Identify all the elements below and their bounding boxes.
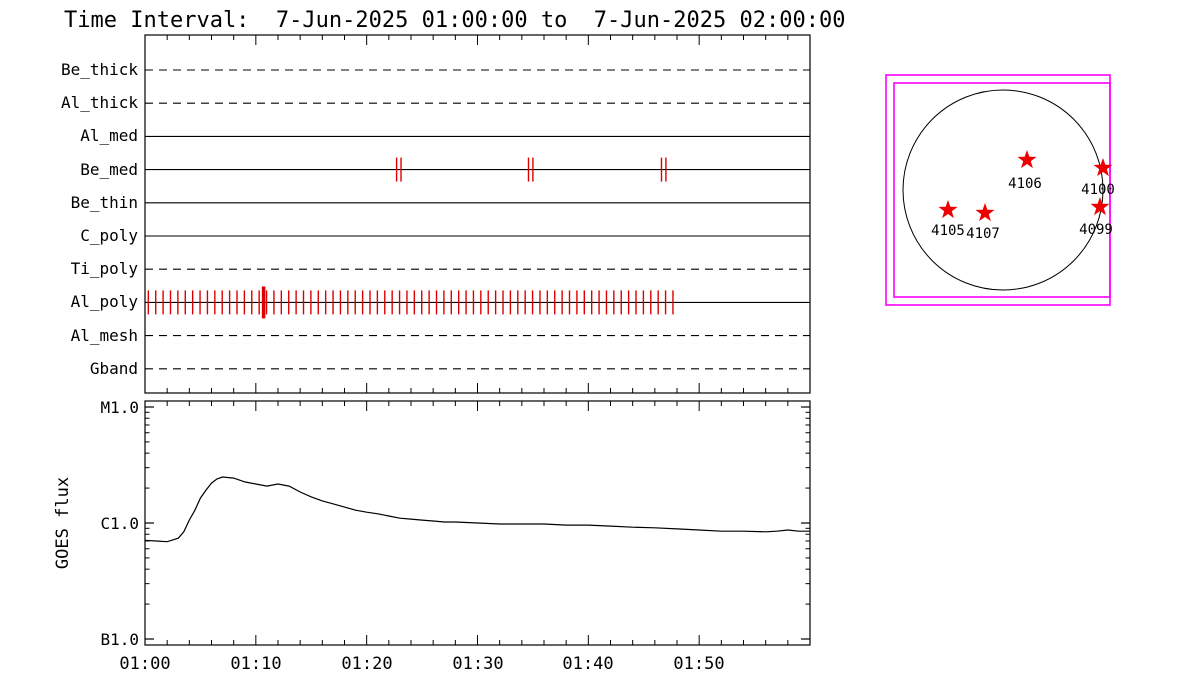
filter-label-al-med: Al_med xyxy=(80,126,138,145)
xtick-0110: 01:10 xyxy=(230,654,281,674)
active-region-star-4107 xyxy=(975,203,995,222)
active-region-label-4106: 4106 xyxy=(1008,176,1042,192)
filter-label-be-med: Be_med xyxy=(80,160,138,179)
time-interval-title: Time Interval: 7-Jun-2025 01:00:00 to 7-… xyxy=(64,8,845,33)
ytick-c1: C1.0 xyxy=(100,514,139,533)
filter-label-c-poly: C_poly xyxy=(80,226,138,245)
active-region-star-4105 xyxy=(938,200,958,219)
active-region-star-4100 xyxy=(1093,158,1113,177)
xtick-0150: 01:50 xyxy=(673,654,724,674)
active-region-label-4100: 4100 xyxy=(1081,182,1115,198)
active-region-label-4105: 4105 xyxy=(931,223,965,239)
ytick-b1: B1.0 xyxy=(100,630,139,649)
xtick-0130: 01:30 xyxy=(452,654,503,674)
active-region-star-4106 xyxy=(1017,150,1037,169)
solar-limb-circle xyxy=(902,89,1104,291)
timeline-panel-border xyxy=(144,34,811,394)
goes-flux-axis-title: GOES flux xyxy=(53,477,73,569)
fov-box-outer xyxy=(885,74,1111,306)
active-region-label-4107: 4107 xyxy=(966,226,1000,242)
filter-label-be-thin: Be_thin xyxy=(71,193,138,212)
filter-label-al-thick: Al_thick xyxy=(61,93,138,112)
filter-label-ti-poly: Ti_poly xyxy=(71,259,139,278)
filter-label-al-poly: Al_poly xyxy=(71,292,139,311)
active-region-label-4099: 4099 xyxy=(1079,222,1113,238)
fov-box-inner xyxy=(893,82,1111,298)
filter-label-al-mesh: Al_mesh xyxy=(71,326,138,345)
filter-label-be-thick: Be_thick xyxy=(61,60,138,79)
filter-label-gband: Gband xyxy=(90,359,138,378)
plot-graphics: 4106 4100 4105 4107 4099 xyxy=(144,34,1115,646)
goes-flux-curve xyxy=(144,476,810,543)
active-region-star-4099 xyxy=(1090,197,1110,216)
xtick-0140: 01:40 xyxy=(562,654,613,674)
ytick-m1: M1.0 xyxy=(100,398,139,417)
xtick-0100: 01:00 xyxy=(119,654,170,674)
xtick-0120: 01:20 xyxy=(341,654,392,674)
